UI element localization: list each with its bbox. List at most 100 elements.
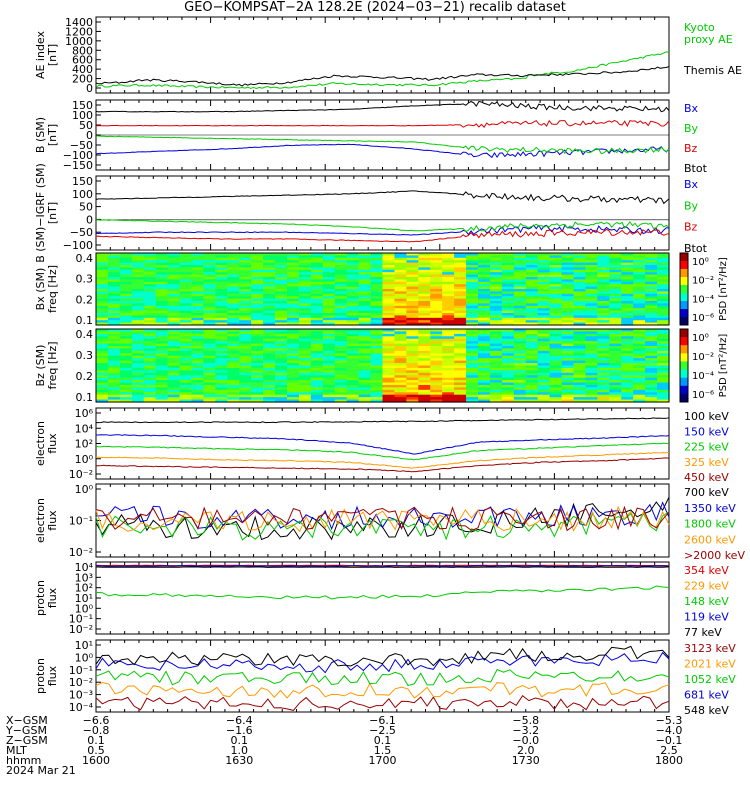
heatmap-cell — [119, 322, 133, 326]
heatmap-cell — [549, 355, 563, 359]
heatmap-cell — [525, 343, 539, 347]
heatmap-cell — [287, 272, 300, 276]
heatmap-cell — [549, 358, 563, 362]
heatmap-cell — [466, 265, 479, 268]
heatmap-cell — [179, 277, 193, 280]
heatmap-cell — [585, 346, 598, 350]
heatmap-cell — [358, 265, 372, 268]
heatmap-cell — [382, 358, 396, 362]
heatmap-cell — [155, 382, 169, 386]
heatmap-cell — [215, 253, 228, 256]
heatmap-cell — [179, 298, 193, 302]
heatmap-cell — [501, 262, 515, 266]
heatmap-cell — [466, 338, 479, 342]
footer-value: −6.1 — [369, 714, 396, 727]
heatmap-cell — [549, 375, 563, 379]
heatmap-cell — [143, 301, 157, 304]
heatmap-cell — [597, 296, 610, 300]
heatmap-cell — [525, 377, 539, 381]
heatmap-cell — [430, 279, 443, 283]
footer-value: −5.8 — [512, 714, 540, 727]
heatmap-cell — [131, 331, 145, 335]
heatmap-cell — [489, 382, 503, 386]
heatmap-cell — [275, 338, 288, 342]
heatmap-cell — [573, 382, 587, 386]
heatmap-cell — [203, 286, 216, 290]
heatmap-cell — [513, 333, 527, 337]
heatmap-cell — [657, 358, 670, 362]
heatmap-cell — [143, 257, 157, 261]
heatmap-cell — [585, 358, 598, 362]
heatmap-cell — [239, 296, 252, 300]
heatmap-cell — [334, 320, 348, 324]
heatmap-cell — [227, 272, 240, 276]
heatmap-cell — [334, 399, 348, 403]
heatmap-cell — [418, 397, 431, 401]
heatmap-cell — [478, 293, 491, 297]
heatmap-cell — [334, 336, 348, 340]
heatmap-cell — [454, 265, 467, 268]
heatmap-cell — [501, 315, 515, 319]
heatmap-cell — [298, 382, 312, 386]
heatmap-cell — [489, 394, 503, 398]
heatmap-cell — [179, 375, 193, 379]
heatmap-cell — [251, 320, 264, 324]
heatmap-cell — [549, 387, 563, 391]
heatmap-cell — [442, 269, 455, 273]
footer-value: −0.1 — [655, 734, 683, 747]
heatmap-cell — [633, 296, 646, 300]
heatmap-cell — [585, 353, 598, 357]
heatmap-cell — [501, 293, 515, 297]
heatmap-cell — [489, 384, 503, 388]
heatmap-cell — [418, 382, 431, 386]
heatmap-cell — [585, 286, 598, 290]
heatmap-cell — [263, 363, 276, 367]
heatmap-cell — [155, 389, 169, 393]
legend-label: 100 keV — [684, 410, 729, 423]
heatmap-cell — [609, 277, 622, 280]
heatmap-cell — [537, 267, 551, 271]
heatmap-cell — [525, 303, 539, 307]
legend-label: proxy AE — [684, 33, 733, 46]
heatmap-cell — [96, 281, 109, 285]
heatmap-cell — [418, 260, 431, 264]
heatmap-cell — [633, 253, 646, 256]
heatmap-cell — [549, 350, 563, 354]
heatmap-cell — [155, 253, 169, 256]
heatmap-cell — [561, 305, 575, 309]
heatmap-cell — [263, 284, 276, 288]
heatmap-cell — [573, 338, 587, 342]
heatmap-cell — [203, 399, 216, 403]
heatmap-cell — [418, 267, 431, 271]
y-tick-label: 10⁻¹ — [69, 664, 93, 677]
heatmap-cell — [310, 253, 324, 256]
heatmap-cell — [96, 267, 109, 271]
heatmap-cell — [287, 387, 300, 391]
heatmap-cell — [155, 296, 169, 300]
heatmap-cell — [657, 317, 670, 321]
heatmap-cell — [609, 308, 622, 312]
heatmap-cell — [501, 333, 515, 337]
heatmap-cell — [96, 257, 109, 261]
heatmap-cell — [143, 289, 157, 292]
heatmap-cell — [633, 372, 646, 376]
heatmap-cell — [406, 274, 419, 278]
heatmap-cell — [430, 265, 443, 268]
heatmap-cell — [621, 286, 634, 290]
colorbar-segment — [680, 337, 688, 346]
heatmap-cell — [394, 358, 407, 362]
heatmap-cell — [239, 380, 252, 384]
heatmap-cell — [549, 305, 563, 309]
heatmap-cell — [633, 272, 646, 276]
heatmap-cell — [645, 341, 658, 345]
heatmap-cell — [322, 284, 336, 288]
heatmap-cell — [191, 269, 205, 273]
heatmap-cell — [609, 322, 622, 326]
heatmap-cell — [442, 286, 455, 290]
heatmap-cell — [525, 375, 539, 379]
heatmap-cell — [215, 255, 228, 259]
heatmap-cell — [322, 322, 336, 326]
heatmap-cell — [96, 350, 109, 354]
heatmap-cell — [406, 286, 419, 290]
heatmap-cell — [394, 389, 407, 393]
